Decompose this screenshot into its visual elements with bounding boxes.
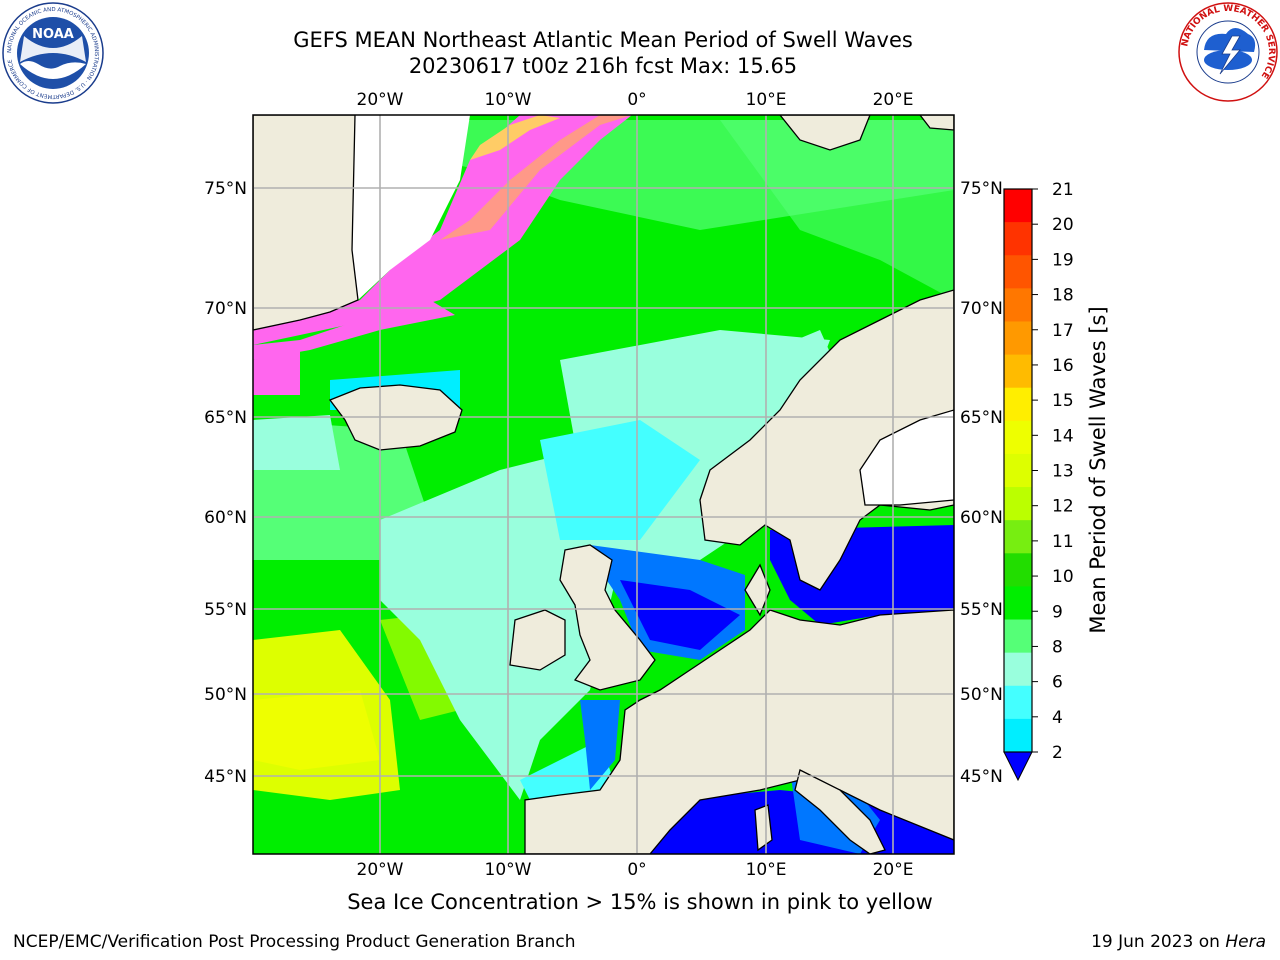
colorbar-tick-label: 12 bbox=[1052, 497, 1074, 517]
map-title: GEFS MEAN Northeast Atlantic Mean Period… bbox=[293, 28, 913, 52]
lat-tick-left: 65°N bbox=[204, 408, 247, 428]
ocean-deepblue-northsea bbox=[620, 580, 740, 650]
land-svalbard bbox=[779, 115, 871, 151]
colorbar-tick-label: 16 bbox=[1052, 356, 1074, 376]
lat-tick-right: 70°N bbox=[960, 299, 1003, 319]
map-field bbox=[253, 115, 954, 854]
colorbar-tick-label: 4 bbox=[1052, 708, 1063, 728]
colorbar-swatch bbox=[1004, 420, 1032, 455]
land-greenland bbox=[253, 115, 359, 331]
lon-tick-top: 20°E bbox=[873, 90, 914, 110]
colorbar-tick-label: 14 bbox=[1052, 426, 1074, 446]
colorbar-swatch bbox=[1004, 718, 1032, 753]
colorbar-swatch bbox=[1004, 586, 1032, 621]
colorbar-swatch bbox=[1004, 487, 1032, 521]
noaa-logo-icon: NATIONAL OCEANIC AND ATMOSPHERIC ADMINIS… bbox=[2, 2, 104, 104]
lat-tick-right: 65°N bbox=[960, 408, 1003, 428]
colorbar-tick-label: 21 bbox=[1052, 180, 1074, 200]
graticule bbox=[253, 115, 954, 854]
land-ireland bbox=[509, 609, 566, 671]
sea-ice-orange bbox=[440, 115, 632, 240]
land-denmark bbox=[744, 563, 771, 617]
colorbar-tick-label: 9 bbox=[1052, 602, 1063, 622]
lon-tick-bottom: 10°W bbox=[485, 860, 532, 880]
lon-tick-top: 10°W bbox=[485, 90, 532, 110]
colorbar-swatch bbox=[1004, 685, 1032, 720]
colorbar-swatch bbox=[1004, 189, 1032, 223]
lat-tick-right: 75°N bbox=[960, 179, 1003, 199]
colorbar-tick-label: 2 bbox=[1052, 743, 1063, 763]
lat-tick-right: 60°N bbox=[960, 508, 1003, 528]
colorbar-tick-label: 19 bbox=[1052, 250, 1074, 270]
colorbar-label: Mean Period of Swell Waves [s] bbox=[1086, 306, 1110, 633]
colorbar-swatch bbox=[1004, 387, 1032, 422]
lat-tick-left: 60°N bbox=[204, 508, 247, 528]
colorbar-swatch bbox=[1004, 520, 1032, 554]
land-svalbard-east bbox=[919, 115, 954, 131]
lat-tick-right: 45°N bbox=[960, 767, 1003, 787]
ocean-cyan-bright bbox=[540, 420, 700, 540]
colorbar-tick-label: 18 bbox=[1052, 286, 1074, 306]
sea-ice-yellow bbox=[470, 115, 560, 160]
lon-tick-bottom: 20°W bbox=[357, 860, 404, 880]
land-italy bbox=[794, 769, 886, 854]
colorbar-swatch bbox=[1004, 354, 1032, 389]
colorbar-under-triangle bbox=[1003, 751, 1033, 782]
map-frame bbox=[252, 114, 955, 855]
sea-ice-pink-edge bbox=[253, 300, 455, 360]
colorbar-swatch bbox=[1004, 453, 1032, 488]
colorbar-swatch bbox=[1004, 619, 1032, 654]
footer-date: 19 Jun 2023 on Hera bbox=[1091, 932, 1266, 952]
colorbar: 21 20 19 18 17 16 15 14 13 12 11 10 9 8 6 4 2 bbox=[1003, 180, 1074, 782]
ocean-green-barents bbox=[720, 120, 954, 300]
colorbar-swatch bbox=[1004, 222, 1032, 256]
footer-date-text: 19 Jun 2023 on bbox=[1091, 932, 1226, 952]
lat-tick-right: 55°N bbox=[960, 600, 1003, 620]
lat-tick-left: 70°N bbox=[204, 299, 247, 319]
colorbar-swatch bbox=[1004, 288, 1032, 322]
lon-tick-bottom: 20°E bbox=[873, 860, 914, 880]
footer-credit: NCEP/EMC/Verification Post Processing Pr… bbox=[13, 932, 576, 952]
land-scandinavia bbox=[699, 289, 954, 591]
colorbar-swatch bbox=[1004, 553, 1032, 587]
colorbar-tick-label: 6 bbox=[1052, 673, 1063, 693]
colorbar-tick-label: 13 bbox=[1052, 462, 1074, 482]
footer-host: Hera bbox=[1225, 932, 1266, 952]
lat-tick-left: 55°N bbox=[204, 600, 247, 620]
ocean-yellow-core bbox=[253, 690, 380, 770]
colorbar-tick-label: 15 bbox=[1052, 391, 1074, 411]
colorbar-swatch bbox=[1004, 652, 1032, 687]
colorbar-swatch bbox=[1004, 321, 1032, 356]
colorbar-tick-label: 11 bbox=[1052, 532, 1074, 552]
svg-text:NOAA: NOAA bbox=[32, 27, 74, 42]
greenland-ice bbox=[352, 115, 470, 300]
lon-tick-bottom: 10°E bbox=[746, 860, 787, 880]
colorbar-tick-label: 17 bbox=[1052, 321, 1074, 341]
land-corsica bbox=[754, 804, 773, 852]
lon-tick-top: 0° bbox=[627, 90, 646, 110]
lon-tick-top: 20°W bbox=[357, 90, 404, 110]
lon-tick-bottom: 0° bbox=[627, 860, 646, 880]
colorbar-tick-label: 10 bbox=[1052, 567, 1074, 587]
ocean-blue-biscay bbox=[580, 700, 620, 790]
lat-tick-left: 45°N bbox=[204, 767, 247, 787]
map-subtitle: 20230617 t00z 216h fcst Max: 15.65 bbox=[408, 54, 798, 78]
lon-tick-top: 10°E bbox=[746, 90, 787, 110]
sea-ice-pink-lower bbox=[253, 350, 300, 395]
land-finland-ice bbox=[859, 409, 954, 506]
lat-tick-right: 50°N bbox=[960, 685, 1003, 705]
ocean-cyan-iceland-west bbox=[253, 415, 340, 470]
lat-tick-left: 75°N bbox=[204, 179, 247, 199]
colorbar-tick-label: 8 bbox=[1052, 637, 1063, 657]
lat-tick-left: 50°N bbox=[204, 685, 247, 705]
colorbar-tick-label: 20 bbox=[1052, 215, 1074, 235]
sea-ice-note: Sea Ice Concentration > 15% is shown in … bbox=[347, 890, 933, 914]
nws-logo-icon: NATIONAL WEATHER SERVICE bbox=[1178, 2, 1278, 102]
colorbar-swatch bbox=[1004, 255, 1032, 289]
land-great-britain bbox=[559, 544, 656, 691]
